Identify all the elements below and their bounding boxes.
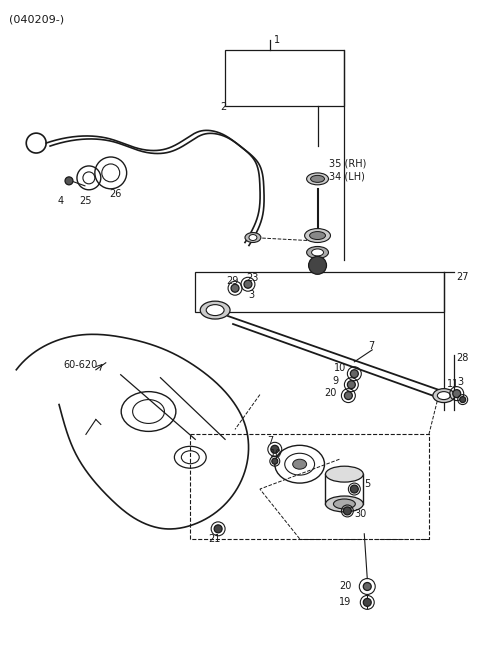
Ellipse shape xyxy=(307,173,328,185)
Circle shape xyxy=(214,525,222,533)
Text: 19: 19 xyxy=(339,597,352,607)
Text: 20: 20 xyxy=(339,582,352,591)
Circle shape xyxy=(350,485,358,493)
Ellipse shape xyxy=(325,466,363,482)
Text: 30: 30 xyxy=(354,509,367,519)
Text: 35 (RH): 35 (RH) xyxy=(329,159,367,169)
Ellipse shape xyxy=(310,232,325,240)
Text: 9: 9 xyxy=(333,376,338,386)
Text: 26: 26 xyxy=(109,189,121,198)
Ellipse shape xyxy=(249,234,257,240)
Text: 21: 21 xyxy=(208,534,221,544)
Ellipse shape xyxy=(305,229,330,242)
Circle shape xyxy=(271,445,279,453)
Circle shape xyxy=(453,390,461,398)
Text: 2: 2 xyxy=(220,102,227,112)
Ellipse shape xyxy=(293,459,307,469)
Ellipse shape xyxy=(206,305,224,316)
Text: 25: 25 xyxy=(79,196,91,206)
Circle shape xyxy=(350,370,358,378)
Circle shape xyxy=(363,599,371,607)
Circle shape xyxy=(231,284,239,292)
Text: 28: 28 xyxy=(457,353,469,363)
Circle shape xyxy=(65,177,73,185)
Text: 3: 3 xyxy=(248,290,254,300)
Ellipse shape xyxy=(307,246,328,259)
Circle shape xyxy=(348,381,355,388)
Text: 11: 11 xyxy=(447,379,459,388)
Circle shape xyxy=(244,280,252,288)
Ellipse shape xyxy=(200,301,230,319)
Text: 5: 5 xyxy=(364,479,371,489)
Ellipse shape xyxy=(325,496,363,512)
Text: 1: 1 xyxy=(274,35,280,45)
Text: (040209-): (040209-) xyxy=(9,15,64,25)
Ellipse shape xyxy=(433,388,455,403)
Circle shape xyxy=(309,256,326,274)
Ellipse shape xyxy=(312,249,324,256)
Text: 7: 7 xyxy=(267,436,273,446)
Circle shape xyxy=(363,582,371,590)
Circle shape xyxy=(344,392,352,400)
Text: 20: 20 xyxy=(324,388,337,398)
Ellipse shape xyxy=(334,499,355,509)
Text: 23: 23 xyxy=(246,273,258,283)
Ellipse shape xyxy=(437,392,450,400)
Ellipse shape xyxy=(311,176,324,182)
Text: 60-620: 60-620 xyxy=(63,360,97,370)
Text: 3: 3 xyxy=(458,377,464,386)
Text: 4: 4 xyxy=(58,196,64,206)
Text: 27: 27 xyxy=(457,272,469,282)
Circle shape xyxy=(460,396,466,403)
Text: 7: 7 xyxy=(368,341,374,351)
Circle shape xyxy=(272,458,278,464)
Text: 34 (LH): 34 (LH) xyxy=(329,172,365,182)
Text: 10: 10 xyxy=(335,363,347,373)
Circle shape xyxy=(343,507,351,515)
Ellipse shape xyxy=(245,233,261,242)
Text: 10: 10 xyxy=(270,449,282,459)
Text: 29: 29 xyxy=(226,276,239,286)
